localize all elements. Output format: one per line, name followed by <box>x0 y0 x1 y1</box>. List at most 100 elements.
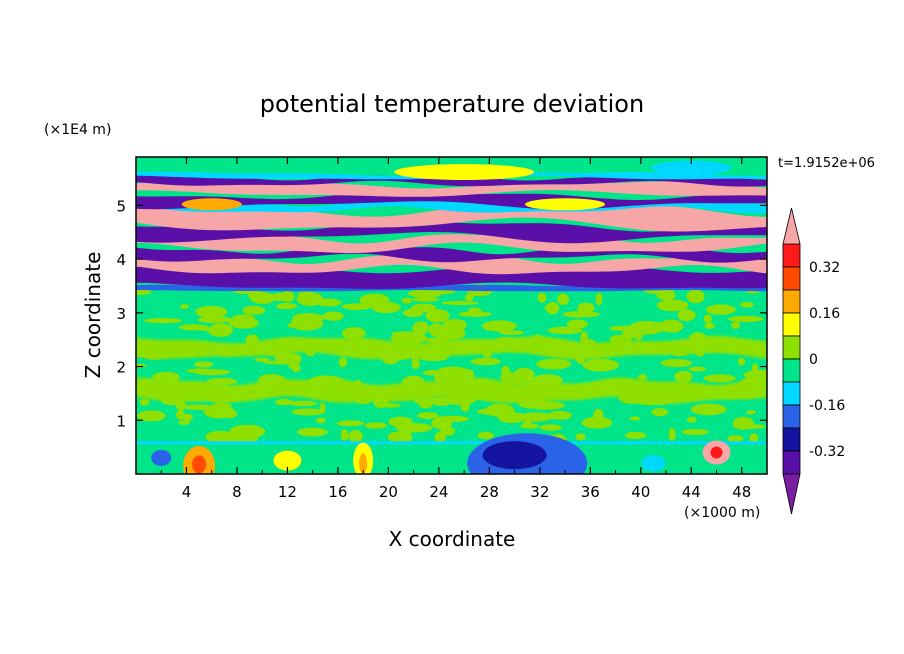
colorbar-bin <box>782 404 801 429</box>
speckle-region <box>745 410 756 415</box>
speckle-region <box>539 424 562 431</box>
colorbar-bin <box>782 427 801 452</box>
cyan-layer <box>136 198 767 214</box>
speckle-region <box>442 319 468 331</box>
speckle-region <box>137 410 166 422</box>
speckle-region <box>195 305 228 318</box>
plot-frame <box>135 156 768 475</box>
x-tick-label: 4 <box>182 483 192 501</box>
speckle-region <box>740 301 754 308</box>
speckle-region <box>660 359 693 368</box>
speckle-region <box>743 369 767 380</box>
colorbar-bin <box>782 335 801 360</box>
speckle-region <box>322 311 344 321</box>
speckle-region <box>485 403 515 417</box>
y-axis-ticks: 1 2 3 4 5 <box>116 197 767 430</box>
speckle-region <box>687 416 697 423</box>
speckle-region <box>527 401 565 410</box>
speckle-region <box>577 302 595 314</box>
speckle-region <box>417 411 439 420</box>
purple-layer <box>136 220 767 244</box>
speckle-region <box>566 319 589 329</box>
colorbar-bin <box>782 289 801 314</box>
surface-warm-core <box>710 446 723 459</box>
colorbar-tick-label: 0.32 <box>809 260 840 276</box>
y-tick-label: 1 <box>116 412 126 430</box>
speckle-region <box>348 430 363 443</box>
speckle-region <box>287 323 297 328</box>
speckle-region <box>341 303 372 310</box>
colorbar-bin <box>782 243 801 268</box>
time-label: t=1.9152e+06 <box>778 156 875 171</box>
speckle-region <box>139 398 150 406</box>
speckle-region <box>371 302 401 314</box>
speckle-region <box>575 433 586 441</box>
speckle-region <box>517 412 553 422</box>
x-unit-label: (×1000 m) <box>684 505 760 521</box>
speckle-region <box>727 315 764 323</box>
speckle-region <box>668 427 676 442</box>
pink-layer <box>136 181 767 197</box>
speckle-region <box>276 302 298 310</box>
speckle-region <box>501 365 511 380</box>
y-axis-label: Z coordinate <box>81 252 105 379</box>
speckle-region <box>674 370 693 383</box>
speckle-region <box>519 376 553 382</box>
speckle-region <box>315 417 326 424</box>
x-tick-label: 12 <box>278 483 297 501</box>
speckle-region <box>341 327 366 340</box>
surface-warm-core <box>192 455 207 474</box>
speckle-region <box>186 368 217 374</box>
colorbar-bin <box>782 312 801 337</box>
colorbar-extend-max <box>782 207 801 245</box>
speckle-region <box>205 430 236 444</box>
speckle-region <box>705 304 736 315</box>
speckle-region <box>409 306 430 312</box>
speckle-region <box>178 420 191 425</box>
speckle-region <box>481 320 517 332</box>
speckle-region <box>419 400 433 409</box>
speckle-region <box>477 431 495 440</box>
speckle-region <box>751 363 759 376</box>
speckle-region <box>629 416 641 421</box>
y-tick-label: 5 <box>116 197 126 215</box>
colorbar-bin <box>782 358 801 383</box>
speckle-region <box>624 431 647 439</box>
speckle-region <box>275 398 293 406</box>
speckle-region <box>547 326 583 335</box>
speckle-region <box>582 358 619 372</box>
speckle-region <box>651 408 669 417</box>
speckle-region <box>428 323 444 337</box>
surface-yellow-patch <box>273 450 302 471</box>
speckle-region <box>703 314 712 323</box>
x-tick-label: 32 <box>530 483 549 501</box>
speckle-region <box>287 400 318 407</box>
speckle-region <box>434 431 446 444</box>
x-axis-label: X coordinate <box>389 527 516 551</box>
speckle-region <box>731 321 741 329</box>
speckle-region <box>581 416 613 429</box>
speckle-region <box>175 409 186 420</box>
speckle-region <box>441 300 479 305</box>
speckle-region <box>470 357 501 366</box>
light-green-layer <box>136 377 767 404</box>
speckle-region <box>242 305 266 315</box>
speckle-region <box>732 416 755 430</box>
speckle-region <box>387 431 413 444</box>
speckle-region <box>737 357 746 366</box>
speckle-region <box>537 292 547 303</box>
upper-yellow-patch <box>394 164 535 181</box>
x-axis-ticks: 4 8 12 16 20 24 28 32 36 40 44 48 <box>160 157 751 501</box>
speckle-region <box>425 309 450 323</box>
surface-blue-patch <box>151 449 172 466</box>
speckle-region <box>412 297 440 302</box>
speckle-region <box>727 435 744 443</box>
colorbar-tick-label: 0 <box>809 352 818 368</box>
colorbar-bin <box>782 450 801 475</box>
speckle-region <box>431 417 453 430</box>
speckle-region <box>656 299 689 312</box>
colorbar-tick-label: -0.32 <box>809 444 845 460</box>
speckle-region <box>297 427 328 437</box>
contour-field <box>136 157 767 474</box>
